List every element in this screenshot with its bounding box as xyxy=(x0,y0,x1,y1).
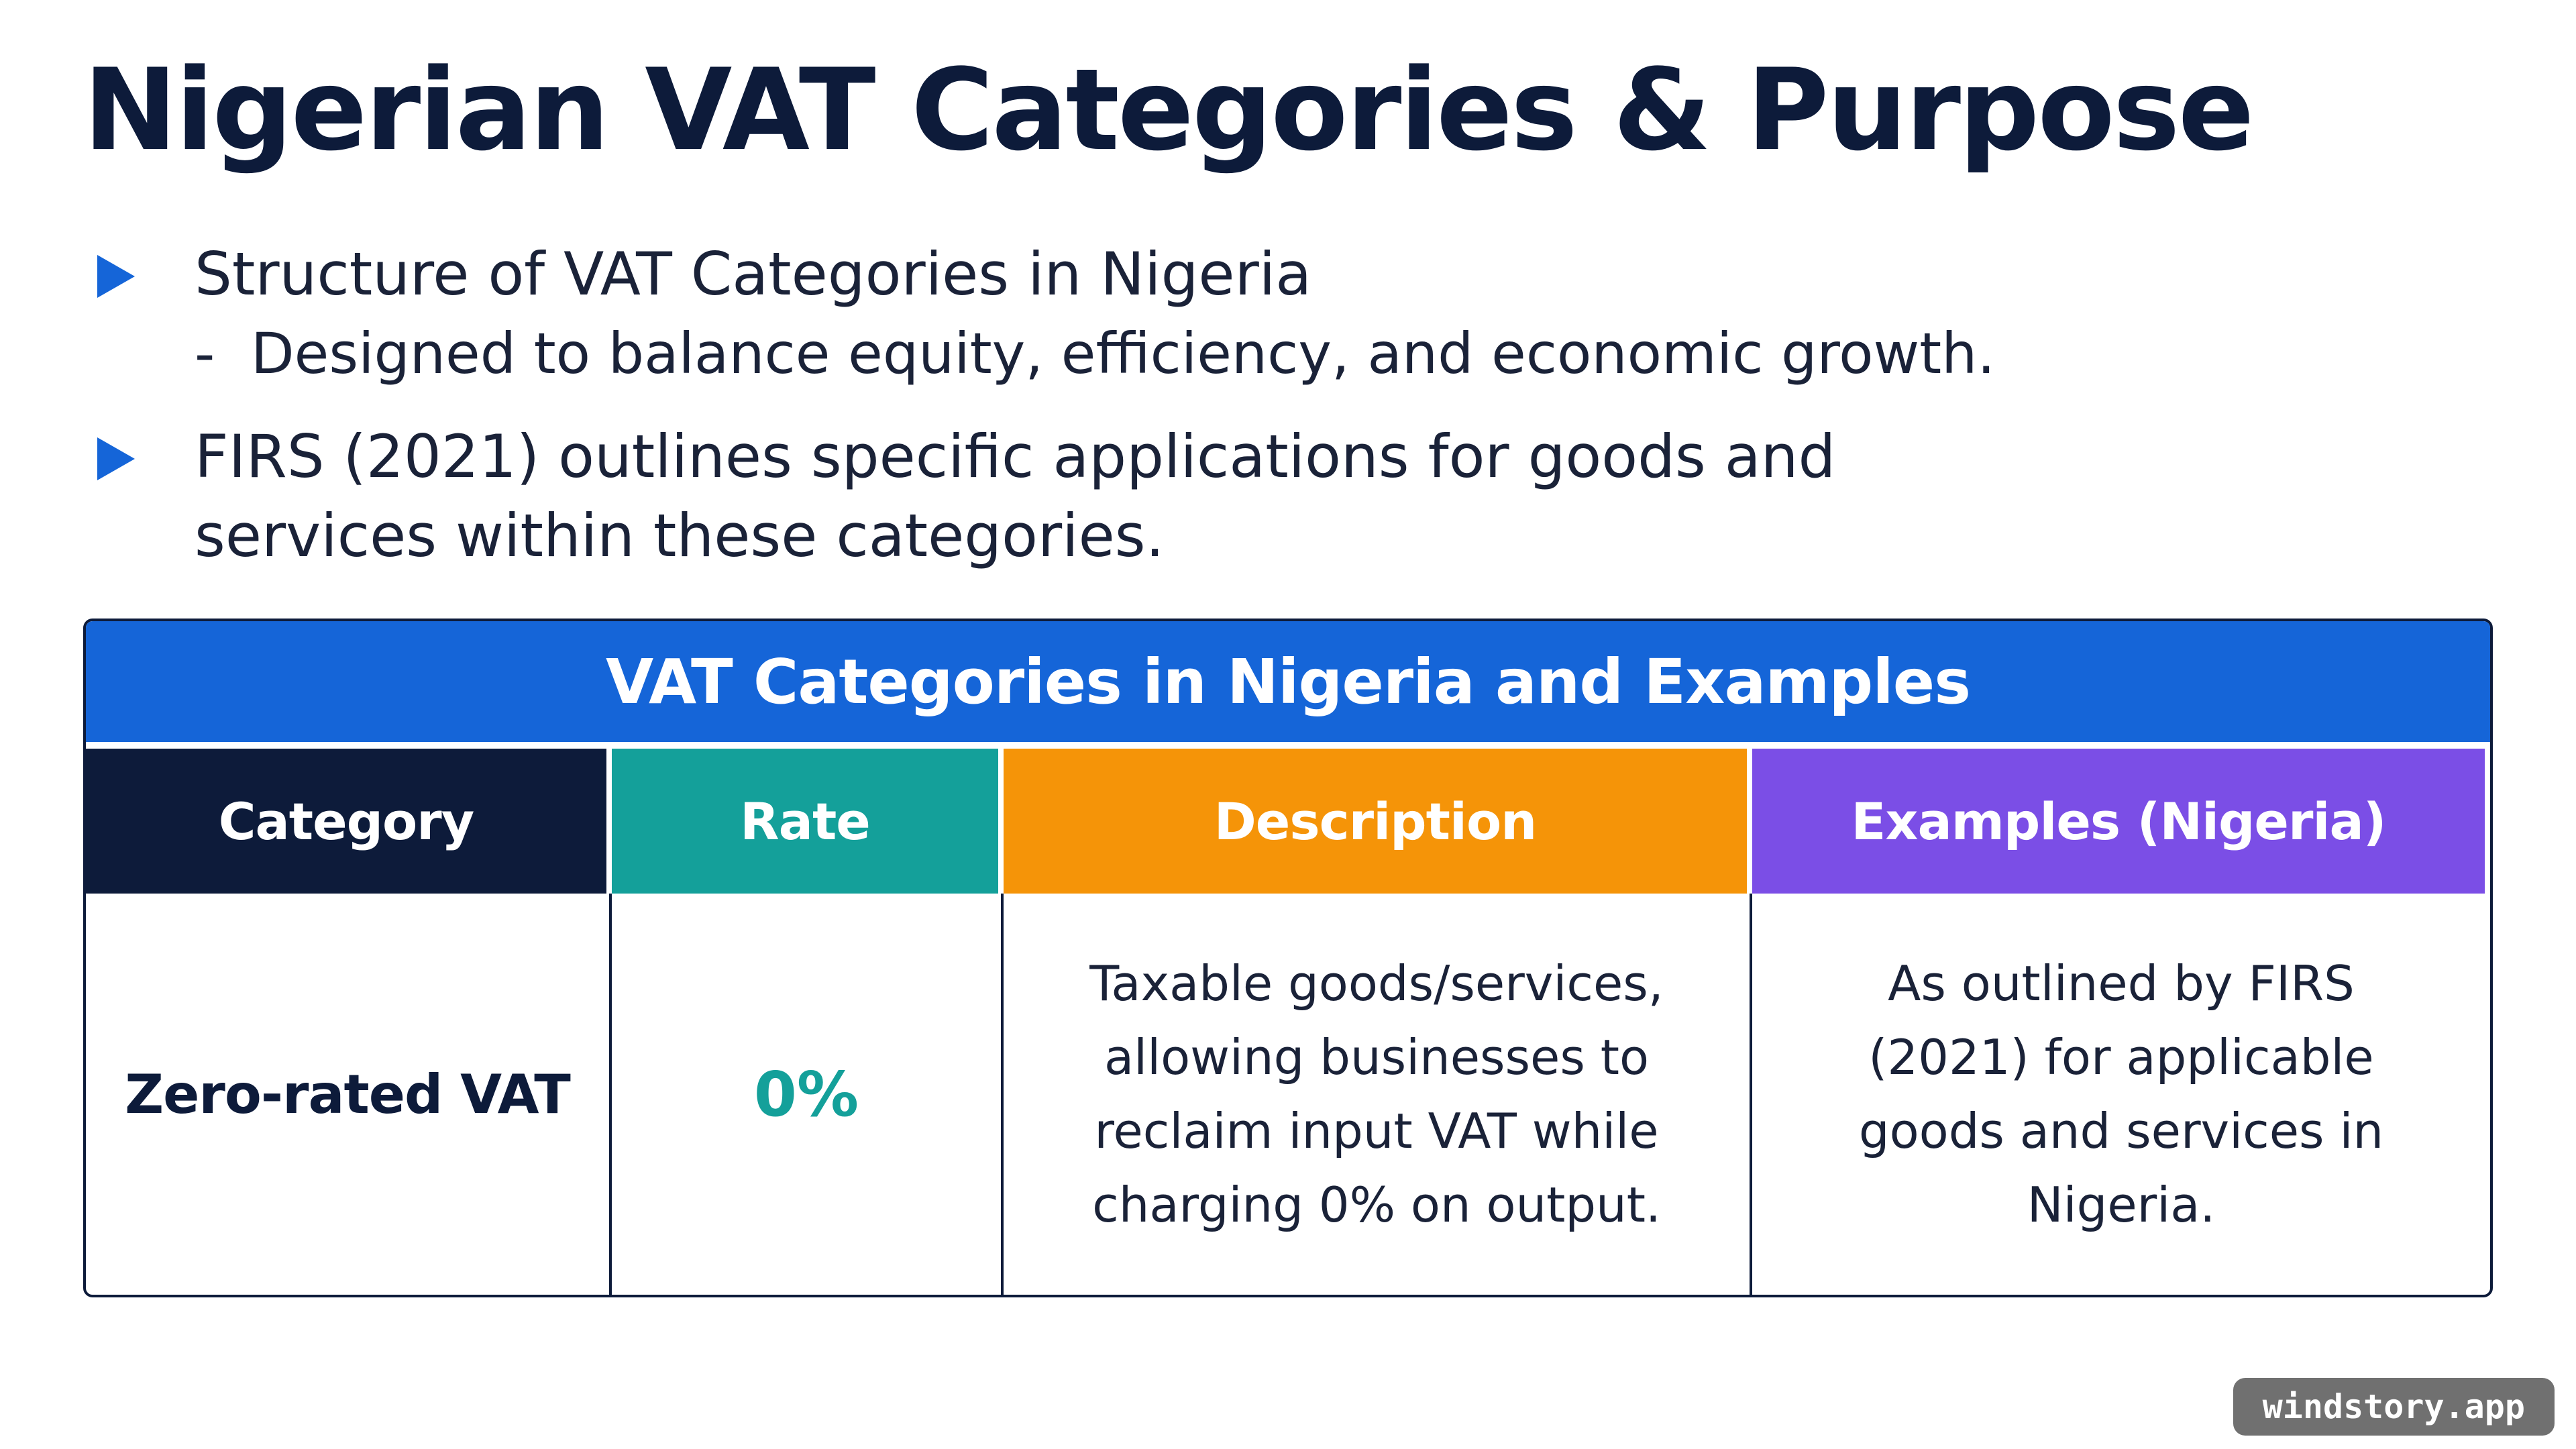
bullet-list: Structure of VAT Categories in Nigeria -… xyxy=(94,235,1995,600)
page-title: Nigerian VAT Categories & Purpose xyxy=(83,44,2255,176)
bullet-item: Structure of VAT Categories in Nigeria -… xyxy=(94,235,1995,393)
category-value: Zero-rated VAT xyxy=(125,1063,571,1126)
header-rate: Rate xyxy=(612,749,1004,894)
header-examples: Examples (Nigeria) xyxy=(1752,749,2490,894)
examples-value: As outlined by FIRS (2021) for applicabl… xyxy=(1858,955,2384,1233)
table-cell-description: Taxable goods/services, allowing busines… xyxy=(1004,894,1752,1295)
table-cell-category: Zero-rated VAT xyxy=(86,894,612,1295)
triangle-right-icon xyxy=(97,437,135,480)
bullet-item: FIRS (2021) outlines specific applicatio… xyxy=(94,417,1972,576)
triangle-right-icon xyxy=(97,255,135,298)
bullet-text: Structure of VAT Categories in Nigeria xyxy=(195,239,1312,309)
sub-bullet-text: Designed to balance equity, efficiency, … xyxy=(251,321,1996,386)
description-value: Taxable goods/services, allowing busines… xyxy=(1089,955,1664,1233)
table-title: VAT Categories in Nigeria and Examples xyxy=(86,621,2490,749)
watermark-badge[interactable]: windstory.app xyxy=(2233,1378,2555,1436)
table-cell-rate: 0% xyxy=(612,894,1004,1295)
table-cell-examples: As outlined by FIRS (2021) for applicabl… xyxy=(1752,894,2490,1295)
header-category: Category xyxy=(86,749,612,894)
sub-bullet: - Designed to balance equity, efficiency,… xyxy=(195,314,1995,393)
vat-table: VAT Categories in Nigeria and Examples C… xyxy=(83,619,2493,1297)
header-description: Description xyxy=(1004,749,1752,894)
bullet-text: FIRS (2021) outlines specific applicatio… xyxy=(195,422,1836,570)
table-grid: Category Rate Description Examples (Nige… xyxy=(86,749,2490,1295)
rate-value: 0% xyxy=(753,1058,859,1130)
sub-bullet-dash: - xyxy=(195,321,215,386)
